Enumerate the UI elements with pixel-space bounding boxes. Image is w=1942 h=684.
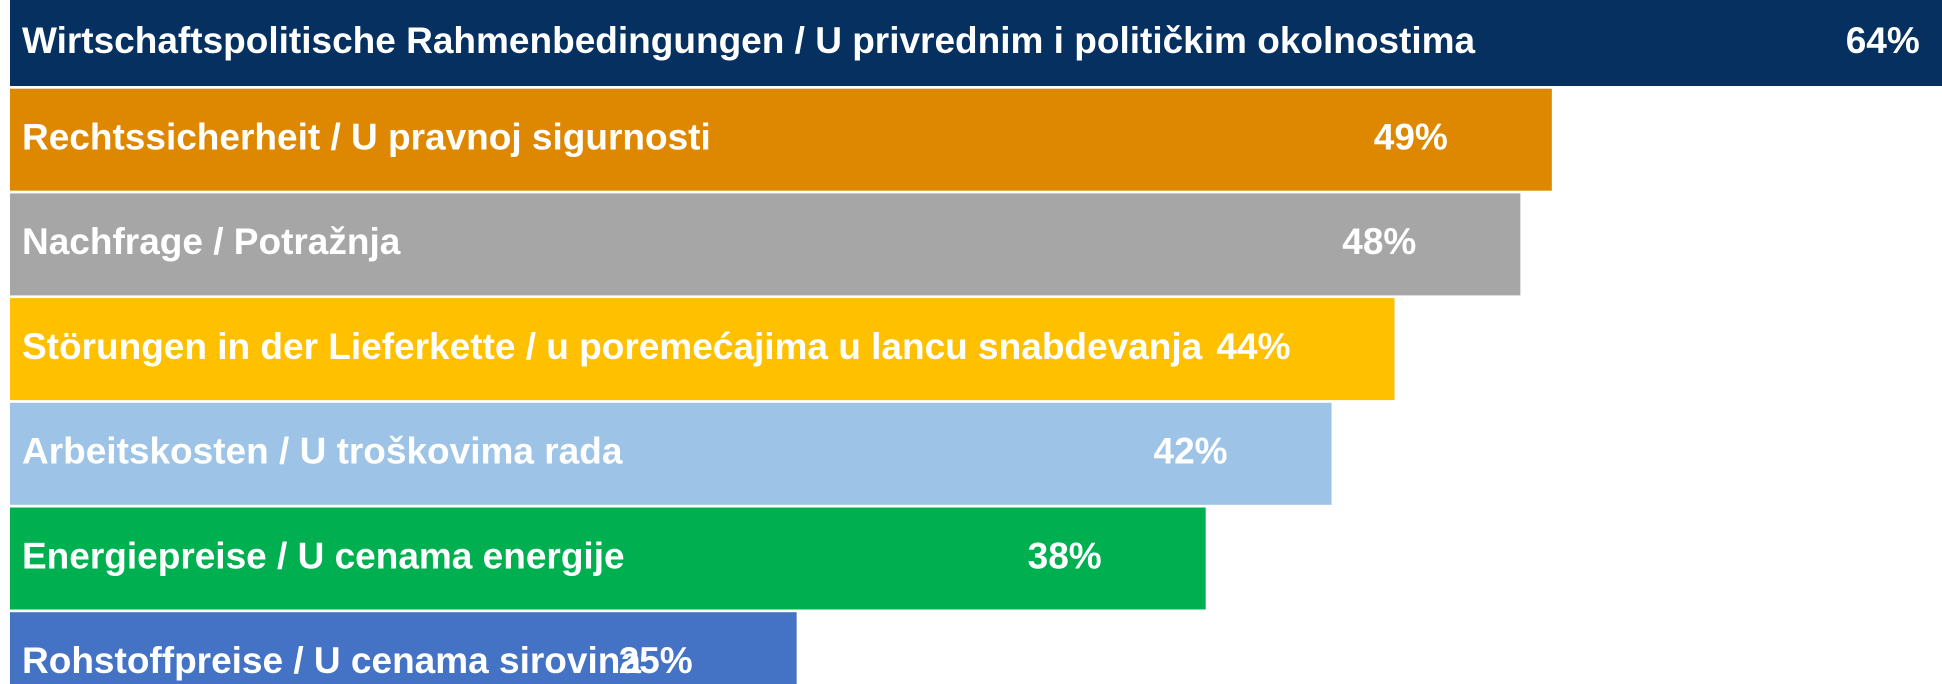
category-label: Störungen in der Lieferkette / u poremeć… [22, 326, 1203, 367]
value-label: 42% [1154, 431, 1228, 472]
value-label: 49% [1374, 116, 1448, 157]
bar [10, 298, 1395, 401]
value-label: 64% [1846, 20, 1920, 61]
bar [10, 193, 1521, 296]
bar [10, 612, 797, 684]
category-label: Energiepreise / U cenama energije [22, 535, 625, 576]
bar [10, 88, 1552, 191]
value-label: 48% [1342, 221, 1416, 262]
bar [10, 402, 1332, 505]
category-label: Arbeitskosten / U troškovima rada [22, 431, 623, 472]
category-label: Wirtschaftspolitische Rahmenbedingungen … [22, 20, 1476, 61]
plot: Wirtschaftspolitische Rahmenbedingungen … [10, 0, 1942, 684]
bar [10, 507, 1206, 610]
value-label: 25% [619, 640, 693, 681]
category-label: Nachfrage / Potražnja [22, 221, 401, 262]
bar [10, 0, 1942, 86]
value-label: 44% [1216, 326, 1290, 367]
category-label: Rechtssicherheit / U pravnoj sigurnosti [22, 116, 711, 157]
category-label: Rohstoffpreise / U cenama sirovina [22, 640, 641, 681]
value-label: 38% [1028, 535, 1102, 576]
